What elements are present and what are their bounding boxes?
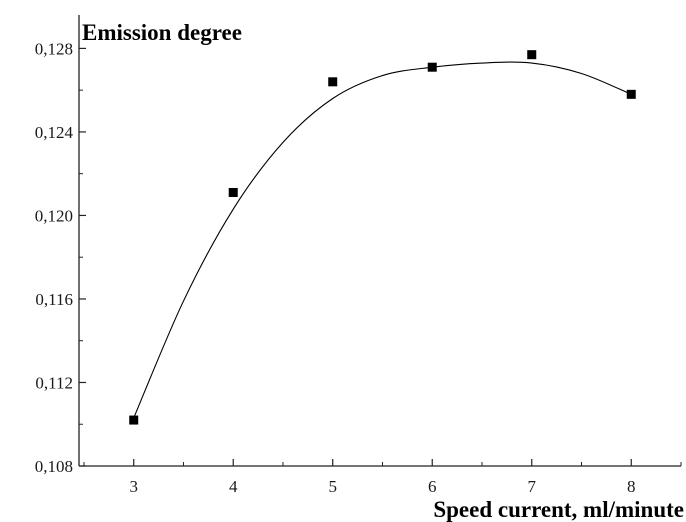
y-axis-title: Emission degree bbox=[82, 20, 242, 45]
x-axis-title: Speed current, ml/minute bbox=[433, 497, 684, 522]
data-point bbox=[427, 62, 437, 72]
y-tick-label: 0,108 bbox=[35, 457, 73, 476]
x-tick-label: 7 bbox=[527, 477, 536, 496]
data-point bbox=[328, 77, 338, 87]
y-tick-label: 0,116 bbox=[35, 290, 73, 309]
x-tick-label: 3 bbox=[129, 477, 138, 496]
x-tick-label: 4 bbox=[229, 477, 238, 496]
plot-area: 0,108 0,112 0,116 0,120 0,124 0,128 3 4 5 6 7 8 bbox=[35, 15, 682, 496]
x-tick-label: 5 bbox=[328, 477, 337, 496]
y-tick-label: 0,112 bbox=[35, 373, 73, 392]
data-point bbox=[527, 50, 537, 60]
x-tick-label: 8 bbox=[627, 477, 636, 496]
y-tick-label: 0,128 bbox=[35, 39, 73, 58]
y-tick-label: 0,124 bbox=[35, 123, 74, 142]
x-tick-label: 6 bbox=[428, 477, 437, 496]
data-point bbox=[228, 187, 238, 197]
data-point bbox=[626, 89, 636, 99]
y-tick-label: 0,120 bbox=[35, 206, 73, 225]
fit-curve bbox=[133, 61, 632, 419]
data-point bbox=[129, 415, 139, 425]
